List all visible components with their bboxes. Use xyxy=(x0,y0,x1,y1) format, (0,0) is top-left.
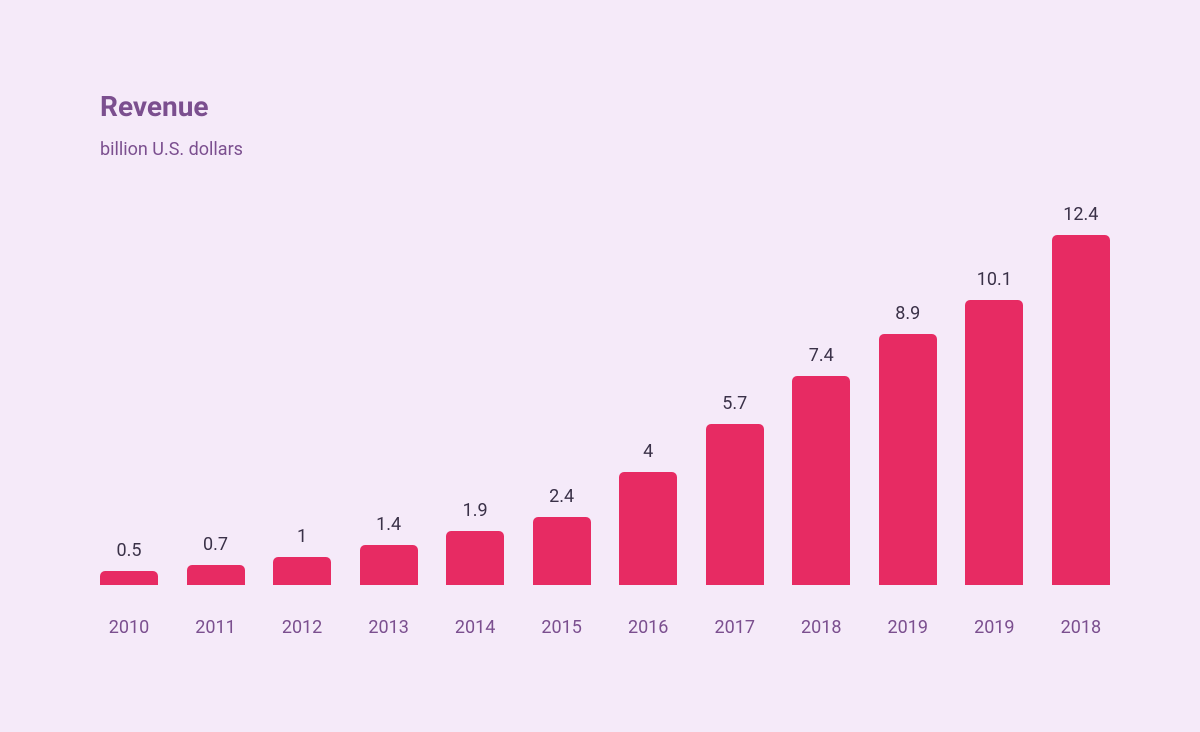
bar-column: 5.7 xyxy=(706,393,764,585)
bar-value-label: 8.9 xyxy=(895,303,920,324)
bar-value-label: 7.4 xyxy=(809,345,834,366)
x-axis-label: 2010 xyxy=(100,617,158,638)
bar-column: 2.4 xyxy=(533,486,591,585)
x-axis-label: 2019 xyxy=(879,617,937,638)
bar-value-label: 1.4 xyxy=(376,514,401,535)
bar xyxy=(706,424,764,585)
bar-column: 0.5 xyxy=(100,540,158,585)
revenue-chart: Revenue billion U.S. dollars 0.5 0.7 1 1.4 1… xyxy=(100,90,1110,638)
bar-column: 4 xyxy=(619,441,677,585)
bar-column: 12.4 xyxy=(1052,204,1110,585)
bar-value-label: 0.7 xyxy=(203,534,228,555)
bar xyxy=(879,334,937,585)
bar xyxy=(1052,235,1110,585)
bar xyxy=(619,472,677,585)
x-axis-label: 2012 xyxy=(273,617,331,638)
bar-column: 1.4 xyxy=(360,514,418,585)
chart-plot-area: 0.5 0.7 1 1.4 1.9 2.4 4 5.7 7.4 8.9 10.1 12.4 xyxy=(100,200,1110,595)
x-axis-label: 2016 xyxy=(619,617,677,638)
bar-value-label: 4 xyxy=(643,441,653,462)
bar-value-label: 2.4 xyxy=(549,486,574,507)
bar xyxy=(187,565,245,585)
x-axis-label: 2015 xyxy=(533,617,591,638)
chart-title: Revenue xyxy=(100,90,1110,123)
x-axis-label: 2018 xyxy=(1052,617,1110,638)
bar-value-label: 12.4 xyxy=(1063,204,1098,225)
bar-value-label: 1 xyxy=(297,526,307,547)
x-axis-label: 2013 xyxy=(360,617,418,638)
bar-value-label: 0.5 xyxy=(117,540,142,561)
bar-column: 1 xyxy=(273,526,331,585)
x-axis-label: 2014 xyxy=(446,617,504,638)
bar-value-label: 10.1 xyxy=(977,269,1012,290)
bar xyxy=(273,557,331,585)
bar xyxy=(533,517,591,585)
x-axis-label: 2019 xyxy=(965,617,1023,638)
bar xyxy=(792,376,850,585)
bar-column: 10.1 xyxy=(965,269,1023,585)
x-axis-label: 2017 xyxy=(706,617,764,638)
chart-subtitle: billion U.S. dollars xyxy=(100,139,1110,160)
bar-column: 8.9 xyxy=(879,303,937,585)
bar xyxy=(100,571,158,585)
bar xyxy=(446,531,504,585)
bar-column: 1.9 xyxy=(446,500,504,585)
x-axis-label: 2011 xyxy=(187,617,245,638)
x-axis-label: 2018 xyxy=(792,617,850,638)
bar xyxy=(360,545,418,585)
bar-column: 7.4 xyxy=(792,345,850,585)
chart-x-axis: 2010 2011 2012 2013 2014 2015 2016 2017 2018 2019… xyxy=(100,617,1110,638)
bar xyxy=(965,300,1023,585)
bar-column: 0.7 xyxy=(187,534,245,585)
bar-value-label: 1.9 xyxy=(463,500,488,521)
bar-value-label: 5.7 xyxy=(722,393,747,414)
